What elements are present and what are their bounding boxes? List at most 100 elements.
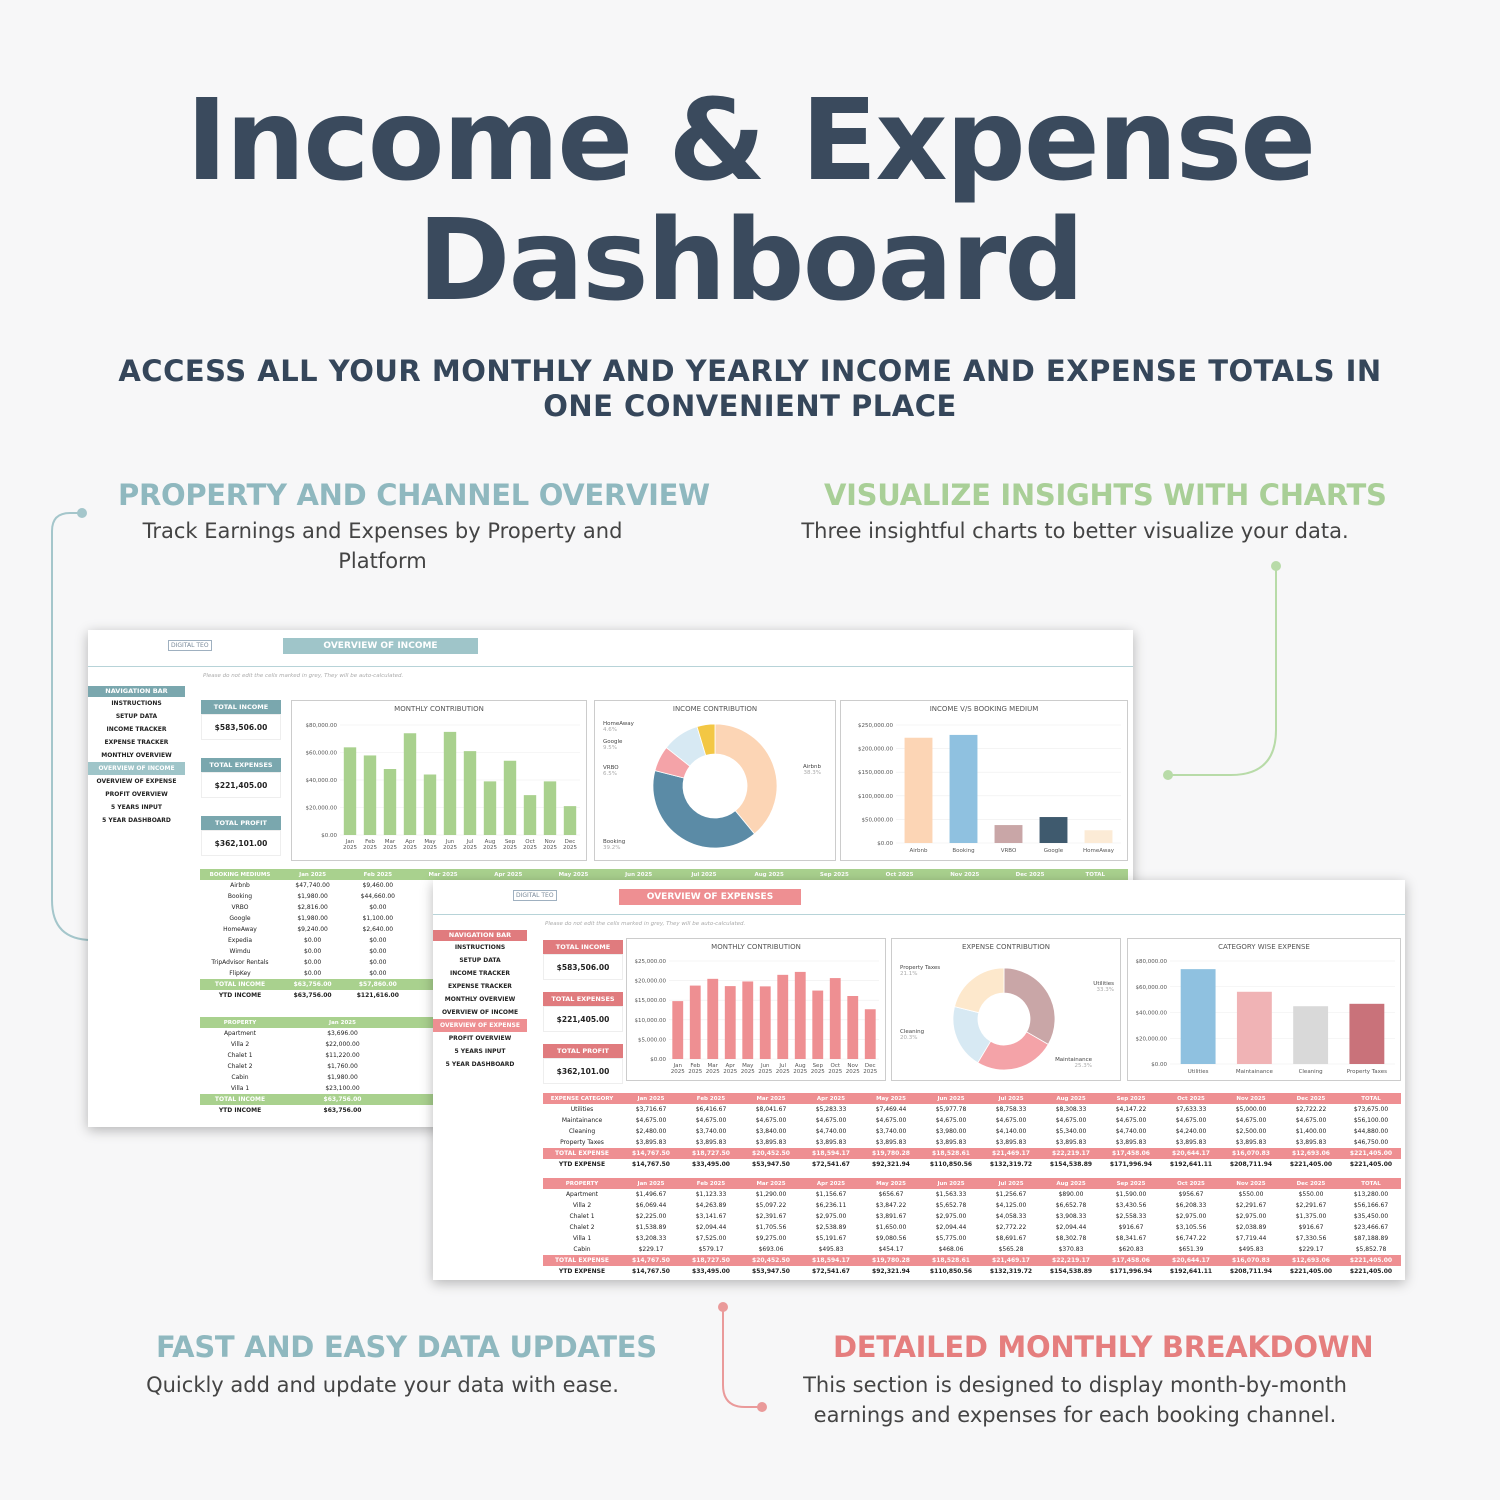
table-cell[interactable]: $550.00 bbox=[1238, 1191, 1264, 1198]
table-cell[interactable]: $2,480.00 bbox=[635, 1128, 667, 1135]
table-cell[interactable]: $33,495.00 bbox=[692, 1268, 730, 1275]
table-cell[interactable]: $3,895.83 bbox=[815, 1139, 847, 1146]
table-cell[interactable]: $370.83 bbox=[1058, 1246, 1084, 1253]
table-cell[interactable]: $229.17 bbox=[1298, 1246, 1324, 1253]
table-cell[interactable]: $1,563.33 bbox=[935, 1191, 967, 1198]
table-cell[interactable]: $4,675.00 bbox=[935, 1117, 967, 1124]
table-cell[interactable]: Cabin bbox=[231, 1074, 249, 1081]
table-cell[interactable]: $2,975.00 bbox=[815, 1213, 847, 1220]
table-cell[interactable]: TOTAL EXPENSE bbox=[543, 1148, 621, 1159]
table-cell[interactable]: $8,341.67 bbox=[1115, 1235, 1147, 1242]
table-cell[interactable]: $33,495.00 bbox=[692, 1161, 730, 1168]
table-cell[interactable]: Wimdu bbox=[229, 948, 251, 955]
table-cell[interactable]: $92,321.94 bbox=[872, 1161, 910, 1168]
table-cell[interactable]: $6,208.33 bbox=[1175, 1202, 1207, 1209]
table-cell[interactable]: $14,767.50 bbox=[632, 1268, 670, 1275]
nav-item[interactable]: EXPENSE TRACKER bbox=[448, 983, 512, 990]
table-cell[interactable]: $5,340.00 bbox=[1055, 1128, 1087, 1135]
table-cell[interactable]: $693.06 bbox=[758, 1246, 784, 1253]
table-cell[interactable]: $5,977.78 bbox=[935, 1106, 967, 1113]
table-cell[interactable]: $3,696.00 bbox=[327, 1030, 358, 1037]
table-cell[interactable]: $0.00 bbox=[304, 948, 322, 955]
table-cell[interactable]: $20,452.50 bbox=[741, 1255, 801, 1266]
table-cell[interactable]: $495.83 bbox=[1238, 1246, 1264, 1253]
table-cell[interactable]: $4,675.00 bbox=[755, 1117, 787, 1124]
table-cell[interactable]: $18,727.50 bbox=[681, 1255, 741, 1266]
table-cell[interactable]: $221,405.00 bbox=[1289, 1161, 1333, 1168]
table-cell[interactable]: $4,240.00 bbox=[1175, 1128, 1207, 1135]
table-cell[interactable]: $620.83 bbox=[1118, 1246, 1144, 1253]
table-cell[interactable]: Villa 1 bbox=[230, 1085, 250, 1092]
table-cell[interactable]: $2,291.67 bbox=[1295, 1202, 1327, 1209]
table-cell[interactable]: Apartment bbox=[223, 1030, 257, 1037]
table-cell[interactable]: $454.17 bbox=[878, 1246, 904, 1253]
table-cell[interactable]: $121,616.00 bbox=[356, 992, 399, 999]
table-cell[interactable]: YTD INCOME bbox=[218, 992, 262, 999]
table-cell[interactable]: $171,996.94 bbox=[1109, 1268, 1153, 1275]
table-cell[interactable]: $0.00 bbox=[304, 970, 322, 977]
table-cell[interactable]: $2,975.00 bbox=[1175, 1213, 1207, 1220]
table-cell[interactable]: $23,466.67 bbox=[1353, 1224, 1389, 1231]
table-cell[interactable]: $4,675.00 bbox=[875, 1117, 907, 1124]
table-cell[interactable]: $4,740.00 bbox=[815, 1128, 847, 1135]
nav-item[interactable]: OVERVIEW OF EXPENSE bbox=[96, 778, 177, 785]
table-cell[interactable]: $18,528.61 bbox=[921, 1255, 981, 1266]
table-cell[interactable]: $0.00 bbox=[304, 959, 322, 966]
table-cell[interactable]: Chalet 2 bbox=[227, 1063, 253, 1070]
table-cell[interactable]: $2,225.00 bbox=[635, 1213, 667, 1220]
table-cell[interactable]: $4,675.00 bbox=[995, 1117, 1027, 1124]
table-cell[interactable]: $4,675.00 bbox=[635, 1117, 667, 1124]
nav-item[interactable]: INCOME TRACKER bbox=[449, 970, 511, 977]
table-cell[interactable]: $63,756.00 bbox=[280, 1094, 405, 1105]
nav-item[interactable]: MONTHLY OVERVIEW bbox=[444, 996, 516, 1003]
table-cell[interactable]: $2,391.67 bbox=[755, 1213, 787, 1220]
table-cell[interactable]: HomeAway bbox=[223, 926, 257, 933]
table-cell[interactable]: $5,852.78 bbox=[1355, 1246, 1387, 1253]
table-cell[interactable]: $8,691.67 bbox=[995, 1235, 1027, 1242]
nav-item[interactable]: PROFIT OVERVIEW bbox=[105, 791, 168, 798]
table-cell[interactable]: $4,740.00 bbox=[1115, 1128, 1147, 1135]
table-cell[interactable]: $21,469.17 bbox=[981, 1255, 1041, 1266]
table-cell[interactable]: $21,469.17 bbox=[981, 1148, 1041, 1159]
table-cell[interactable]: $20,452.50 bbox=[741, 1148, 801, 1159]
table-cell[interactable]: $9,460.00 bbox=[362, 882, 394, 889]
table-cell[interactable]: $3,895.83 bbox=[1115, 1139, 1147, 1146]
table-cell[interactable]: $3,141.67 bbox=[695, 1213, 727, 1220]
table-cell[interactable]: $19,780.28 bbox=[861, 1148, 921, 1159]
table-cell[interactable]: $9,080.56 bbox=[875, 1235, 907, 1242]
table-cell[interactable]: $5,000.00 bbox=[1235, 1106, 1267, 1113]
table-cell[interactable]: Chalet 2 bbox=[569, 1224, 595, 1231]
table-cell[interactable]: Cabin bbox=[573, 1246, 591, 1253]
table-cell[interactable]: Villa 2 bbox=[230, 1041, 250, 1048]
table-cell[interactable]: $1,980.00 bbox=[297, 893, 328, 900]
table-cell[interactable]: $57,860.00 bbox=[345, 979, 411, 990]
table-cell[interactable]: $0.00 bbox=[369, 959, 387, 966]
table-cell[interactable]: $1,705.56 bbox=[755, 1224, 787, 1231]
table-cell[interactable]: Chalet 1 bbox=[569, 1213, 595, 1220]
nav-item[interactable]: EXPENSE TRACKER bbox=[104, 739, 169, 746]
table-cell[interactable]: $5,652.78 bbox=[935, 1202, 967, 1209]
table-cell[interactable]: $3,430.56 bbox=[1115, 1202, 1147, 1209]
table-cell[interactable]: $56,166.67 bbox=[1353, 1202, 1389, 1209]
table-cell[interactable]: $6,069.44 bbox=[635, 1202, 667, 1209]
table-cell[interactable]: $4,140.00 bbox=[995, 1128, 1027, 1135]
table-cell[interactable]: $6,236.11 bbox=[815, 1202, 847, 1209]
table-cell[interactable]: $5,775.00 bbox=[935, 1235, 967, 1242]
table-cell[interactable]: Cleaning bbox=[568, 1128, 596, 1135]
table-cell[interactable]: $2,094.44 bbox=[695, 1224, 727, 1231]
table-cell[interactable]: $0.00 bbox=[304, 937, 322, 944]
table-cell[interactable]: $20,644.17 bbox=[1161, 1255, 1221, 1266]
nav-item[interactable]: OVERVIEW OF INCOME bbox=[441, 1009, 519, 1016]
table-cell[interactable]: $5,283.33 bbox=[815, 1106, 847, 1113]
table-cell[interactable]: $3,891.67 bbox=[875, 1213, 907, 1220]
table-cell[interactable]: $2,500.00 bbox=[1235, 1128, 1267, 1135]
table-cell[interactable]: $44,880.00 bbox=[1353, 1128, 1389, 1135]
nav-item[interactable]: INSTRUCTIONS bbox=[454, 944, 506, 951]
nav-item[interactable]: 5 YEARS INPUT bbox=[111, 804, 162, 811]
table-cell[interactable]: $229.17 bbox=[638, 1246, 664, 1253]
table-cell[interactable]: $17,458.06 bbox=[1101, 1148, 1161, 1159]
table-cell[interactable]: $468.06 bbox=[938, 1246, 964, 1253]
table-cell[interactable]: $18,594.17 bbox=[801, 1255, 861, 1266]
table-cell[interactable]: $2,558.33 bbox=[1115, 1213, 1147, 1220]
table-cell[interactable]: $3,895.83 bbox=[755, 1139, 787, 1146]
